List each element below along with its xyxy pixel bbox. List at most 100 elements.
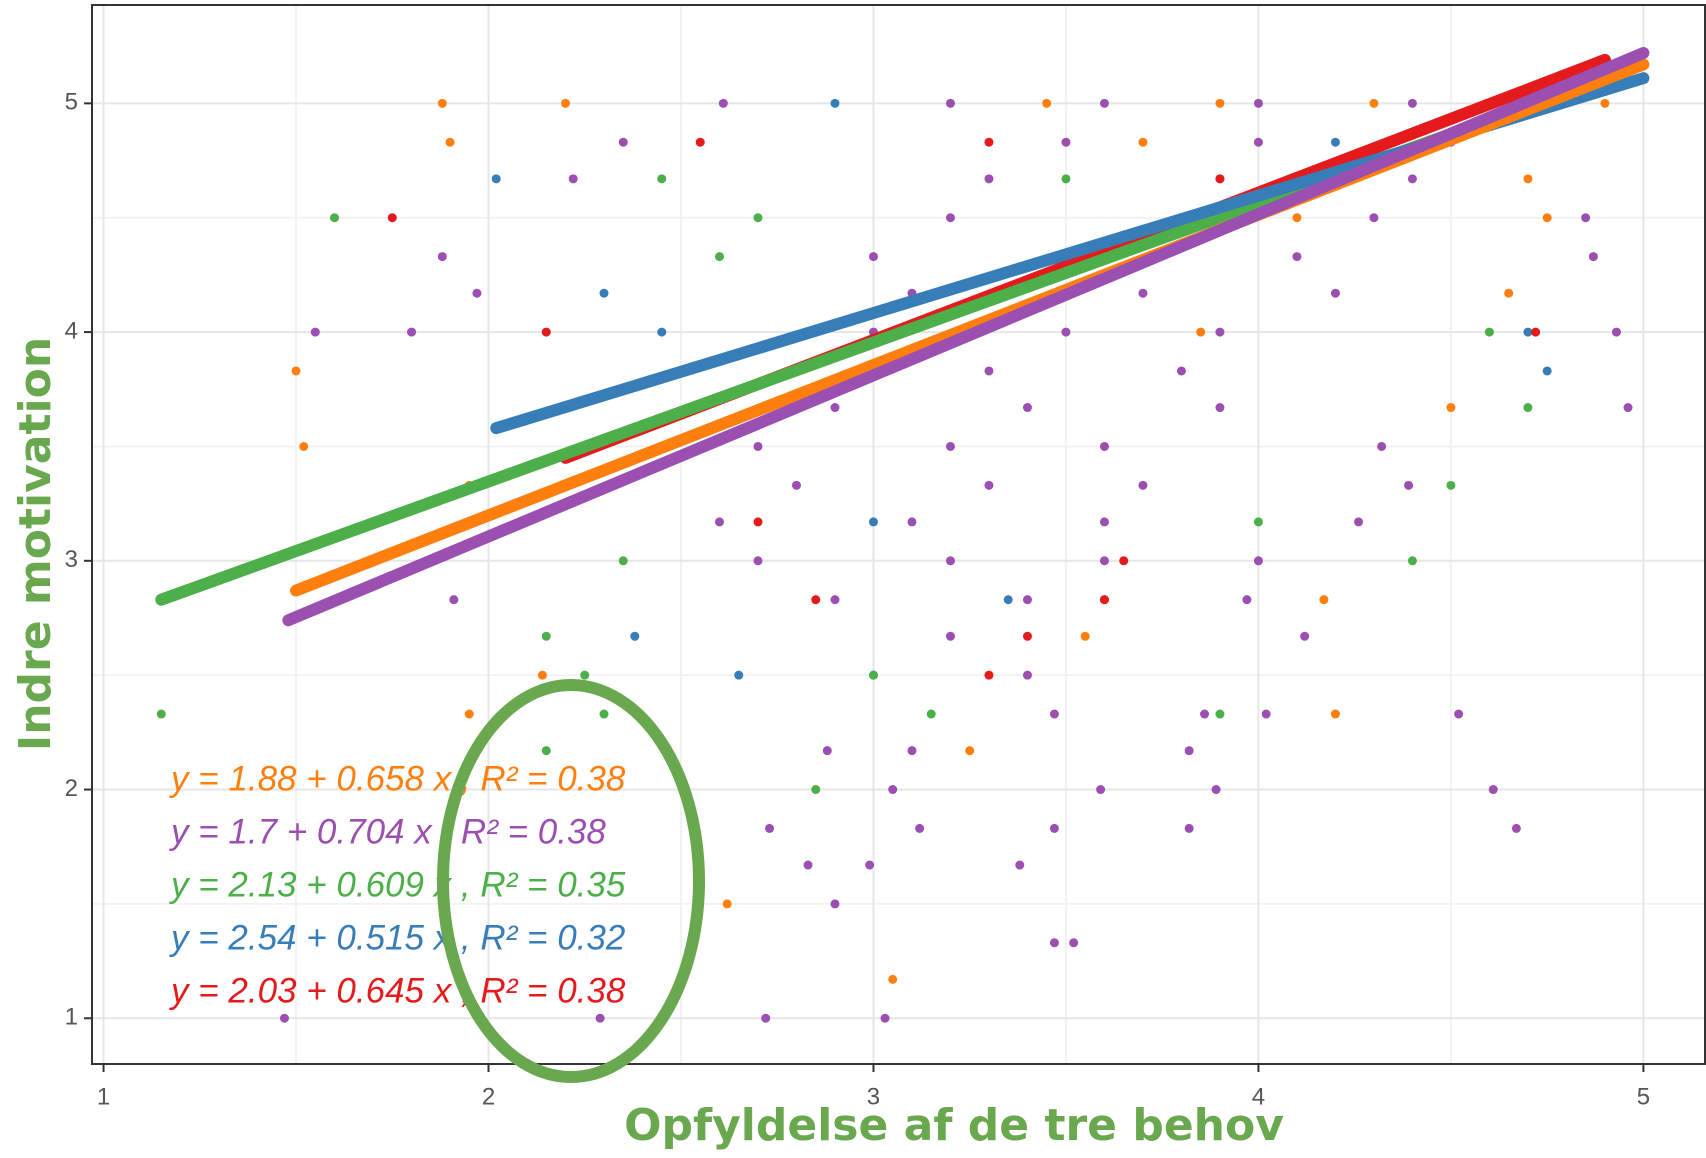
point [630,631,640,641]
point [722,899,732,909]
point [1022,403,1032,413]
point [1061,327,1071,337]
point [791,480,801,490]
point [1253,556,1263,566]
point [1211,785,1221,795]
fit-line [282,47,1650,627]
point [1446,403,1456,413]
point [1600,98,1610,108]
x-axis-title: Opfyldelse af de tre behov [624,1100,1284,1151]
point [1253,98,1263,108]
point [1369,213,1379,223]
point [1200,709,1210,719]
point [830,595,840,605]
point [1542,213,1552,223]
point [1369,98,1379,108]
point [1404,480,1414,490]
highlight-ellipse [437,679,705,1083]
point [279,1013,289,1023]
point [1588,252,1598,262]
point [915,823,925,833]
point [599,288,609,298]
point [1049,823,1059,833]
y-tick-label: 5 [65,89,78,116]
point [1488,785,1498,795]
point [945,98,955,108]
equation-label: y = 1.88 + 0.658 x , R² = 0.38 [169,759,626,798]
y-axis-title: Indre motivation [10,337,61,751]
point [1215,403,1225,413]
point [1523,403,1533,413]
y-tick-label: 4 [65,317,78,344]
point [464,709,474,719]
point [1138,288,1148,298]
point [984,670,994,680]
point [1099,556,1109,566]
annotations: y = 1.88 + 0.658 x , R² = 0.38 y = 1.7 + … [169,759,626,1010]
point [868,252,878,262]
point [1531,327,1541,337]
point [1215,709,1225,719]
point [618,556,628,566]
point [907,746,917,756]
point [657,327,667,337]
point [865,860,875,870]
point [299,441,309,451]
point [1623,403,1633,413]
x-tick-label: 5 [1637,1083,1650,1110]
x-tick-label: 3 [867,1083,880,1110]
point [561,98,571,108]
point [1407,174,1417,184]
equation-label: y = 2.03 + 0.645 x , R² = 0.38 [169,971,626,1010]
point [1015,860,1025,870]
point [888,785,898,795]
point [437,252,447,262]
point [437,98,447,108]
point [1523,327,1533,337]
point [1454,709,1464,719]
point [657,174,667,184]
point [907,517,917,527]
point [945,631,955,641]
point [714,252,724,262]
point [945,213,955,223]
point [695,137,705,147]
point [822,746,832,756]
point [541,746,551,756]
point [830,98,840,108]
point [965,746,975,756]
point [1184,823,1194,833]
point [1330,709,1340,719]
point [811,595,821,605]
point [595,1013,605,1023]
point [291,366,301,376]
point [445,137,455,147]
x-tick-label: 1 [97,1083,110,1110]
point [1176,366,1186,376]
point [472,288,482,298]
point [830,403,840,413]
point [1049,938,1059,948]
point [541,327,551,337]
point [1261,709,1271,719]
point [1330,137,1340,147]
y-tick-label: 2 [65,775,78,802]
point [880,1013,890,1023]
point [1215,98,1225,108]
point [541,631,551,641]
point [945,556,955,566]
fit-lines [155,47,1650,627]
point [1042,98,1052,108]
point [1215,174,1225,184]
point [1061,137,1071,147]
point [1138,137,1148,147]
y-tick-label: 3 [65,546,78,573]
point [156,709,166,719]
point [330,213,340,223]
point [945,441,955,451]
point [868,517,878,527]
point [310,327,320,337]
point [1049,709,1059,719]
point [753,441,763,451]
